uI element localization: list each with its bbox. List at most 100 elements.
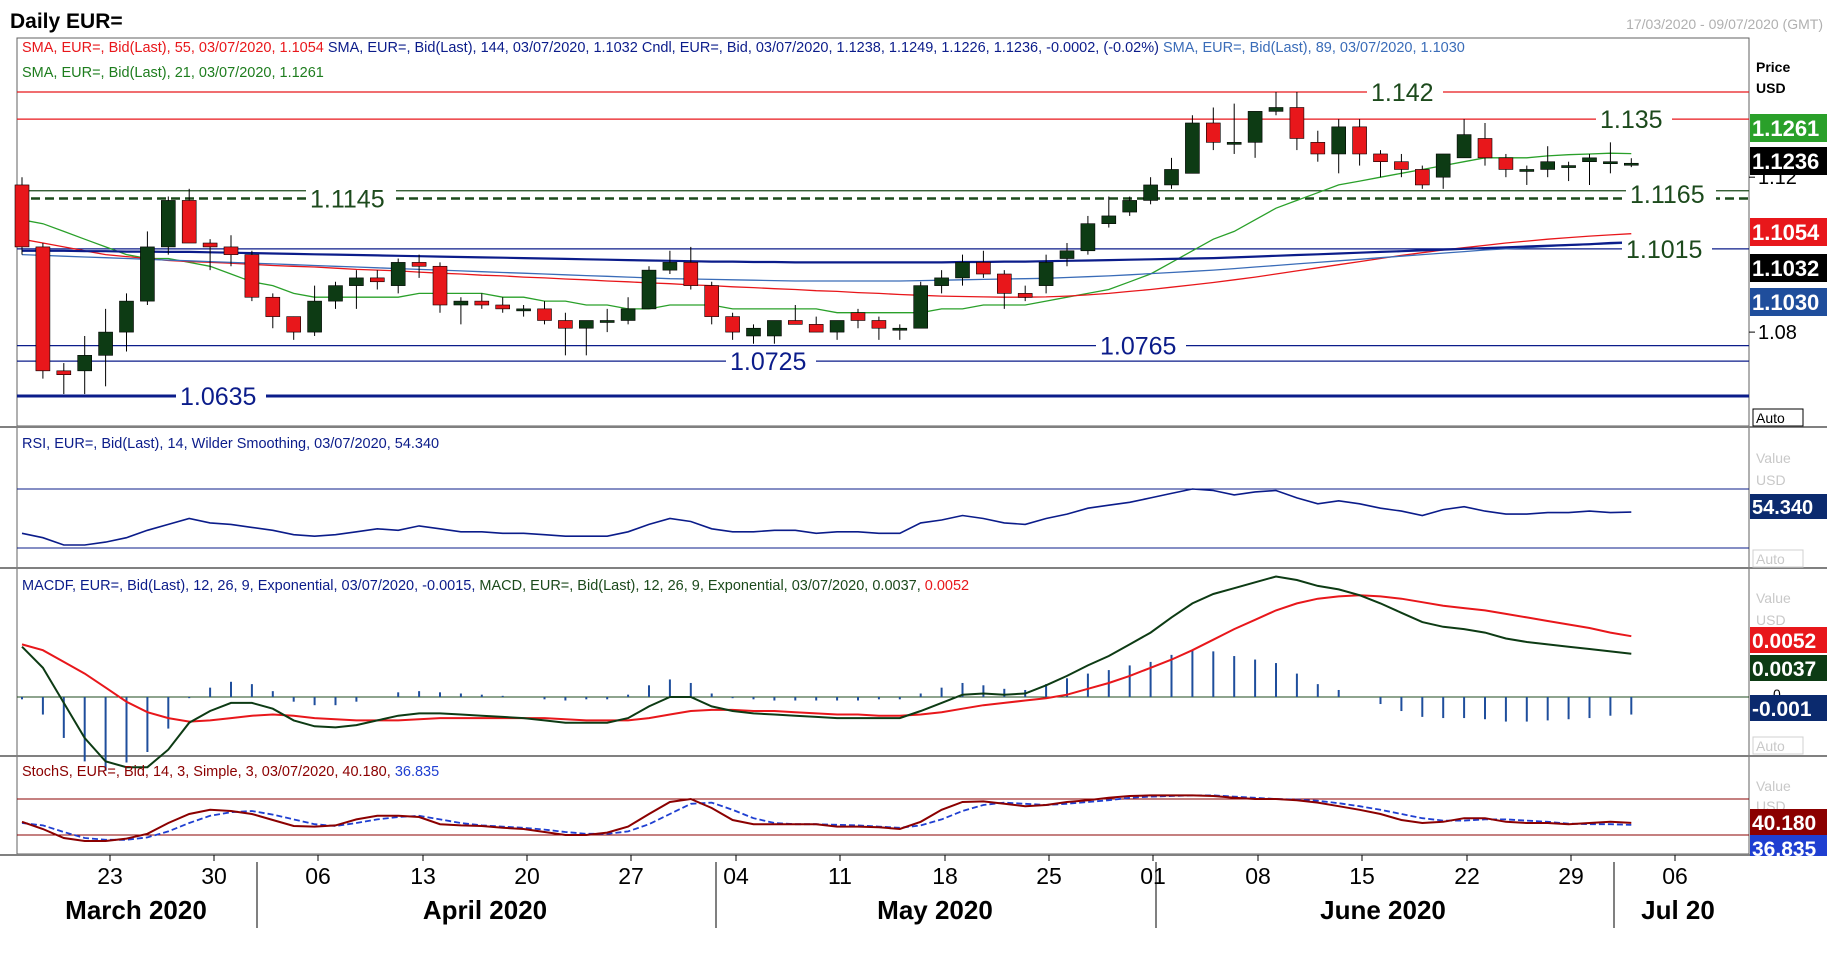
candle-bear [1477, 138, 1493, 159]
candle-bear [725, 316, 740, 333]
stoch-k-line [21, 794, 1632, 842]
price-legend-line-1: SMA, EUR=, Bid(Last), 55, 03/07/2020, 1.… [22, 40, 1465, 56]
sma-line-89 [21, 242, 1632, 282]
stoch-badges: 40.180 36.835 [1750, 809, 1827, 866]
level-label-bg-7 [176, 384, 266, 406]
price-badge-bg [1750, 288, 1827, 316]
candle-bull [349, 277, 364, 286]
price-badge-bg [1750, 147, 1827, 175]
stoch-axis-header-value: Value [1756, 778, 1791, 794]
x-tick-label: 27 [618, 863, 644, 889]
legend-item-2: Cndl, EUR=, Bid, 03/07/2020, 1.1238, 1.1… [638, 40, 1159, 56]
rsi-line [21, 488, 1632, 546]
candle-bear [35, 246, 51, 372]
candle-bull [307, 300, 322, 333]
x-month-label: March 2020 [65, 895, 207, 925]
price-badge-bg [1750, 218, 1827, 246]
price-auto-box[interactable] [1752, 408, 1804, 427]
level-label-bg-4 [1622, 236, 1712, 259]
candle-bull [77, 355, 92, 372]
price-badge: 1.1054 [1752, 220, 1820, 245]
candle-bull [1582, 157, 1597, 163]
price-auto-label[interactable]: Auto [1756, 410, 1785, 426]
candle-bear [976, 262, 991, 275]
candle-bear [1310, 142, 1326, 155]
level-label: 1.1145 [310, 185, 385, 213]
candle-bear [787, 320, 803, 325]
candle-bull [1143, 184, 1158, 201]
macd-axis-header-currency: USD [1756, 612, 1786, 628]
candle-bull [955, 262, 970, 279]
level-label-bg-1 [1596, 107, 1672, 130]
candle-bull [934, 277, 949, 286]
candle-bear [1373, 153, 1388, 163]
candle-bear [286, 316, 302, 333]
candle-bull [119, 300, 134, 333]
x-tick-label: 22 [1454, 863, 1480, 889]
stoch-badge: 36.835 [1752, 838, 1817, 861]
level-label: 1.142 [1371, 79, 1434, 107]
x-tick-label: 25 [1036, 863, 1062, 889]
candle-bull [913, 285, 929, 329]
macd-badge: 0.0052 [1752, 630, 1816, 653]
macd-badge-bg [1750, 627, 1827, 653]
candle-bull [328, 285, 343, 302]
macd-legend-part-1: MACD, EUR=, Bid(Last), 12, 26, 9, Expone… [479, 578, 924, 594]
price-badge: 1.1236 [1752, 149, 1819, 174]
candle-bull [1226, 142, 1242, 145]
candle-bear [871, 320, 887, 329]
rsi-auto-box[interactable] [1752, 549, 1804, 568]
rsi-badge [1750, 494, 1827, 519]
candle-bull [829, 320, 845, 333]
macd-zero-label: 0 [1773, 686, 1781, 702]
candle-bear [1394, 161, 1409, 170]
legend-item-0: SMA, EUR=, Bid(Last), 55, 03/07/2020, 1.… [22, 40, 324, 56]
stoch-layer [17, 794, 1749, 842]
x-tick-label: 06 [1662, 863, 1688, 889]
candle-bull [1331, 126, 1346, 155]
candle-bull [1268, 107, 1284, 112]
sma-line-55 [21, 233, 1632, 298]
candle-bear [683, 262, 699, 286]
x-tick-label: 08 [1245, 863, 1271, 889]
candle-bear [1498, 157, 1514, 170]
macd-signal-line [21, 594, 1632, 723]
candle-bull [161, 200, 176, 248]
x-axis: 23 30 06 13 20 27 04 11 18 25 01 08 15 22 29 06 March 20… [65, 855, 1715, 928]
rsi-axis-header-value: Value [1756, 450, 1791, 466]
candle-bull [1561, 165, 1576, 168]
rsi-auto-label[interactable]: Auto [1756, 551, 1785, 567]
candle-bear [223, 246, 239, 255]
candle-bull [1185, 122, 1200, 174]
x-month-label: April 2020 [423, 895, 547, 925]
candle-bear [808, 324, 824, 333]
candle-bull [641, 269, 657, 310]
level-label: 1.0765 [1100, 333, 1176, 361]
macd-auto-label[interactable]: Auto [1756, 738, 1785, 754]
candle-bear [244, 254, 260, 298]
macd-layer [17, 575, 1749, 771]
stoch-legend: StochS, EUR=, Bid, 14, 3, Simple, 3, 03/… [22, 764, 439, 780]
level-label-bg-3 [306, 186, 396, 209]
level-label: 1.1165 [1630, 181, 1705, 209]
level-labels: 1.142 1.135 1.1165 1.1145 1.1015 1.0765 1.0725… [176, 79, 1716, 411]
sma-line-21 [21, 152, 1632, 314]
stoch-badge-mask [1750, 856, 1827, 866]
candle-bear [537, 308, 552, 321]
candle-bear [1206, 122, 1221, 143]
legend-item-3: SMA, EUR=, Bid(Last), 89, 03/07/2020, 1.… [1159, 40, 1465, 56]
x-tick-label: 01 [1140, 863, 1166, 889]
candle-bull [892, 327, 908, 331]
price-tick-label: 1.08 [1758, 322, 1797, 344]
candle-bull [662, 262, 678, 271]
macd-axis-header-value: Value [1756, 590, 1791, 606]
x-month-label: June 2020 [1320, 895, 1446, 925]
candle-bull [620, 308, 636, 321]
level-label-bg-0 [1367, 80, 1443, 102]
candle-bull [1080, 223, 1096, 252]
macd-auto-box[interactable] [1752, 736, 1804, 755]
candle-bear [850, 312, 866, 321]
candle-bull [1101, 215, 1117, 224]
x-month-label: Jul 20 [1641, 895, 1715, 925]
